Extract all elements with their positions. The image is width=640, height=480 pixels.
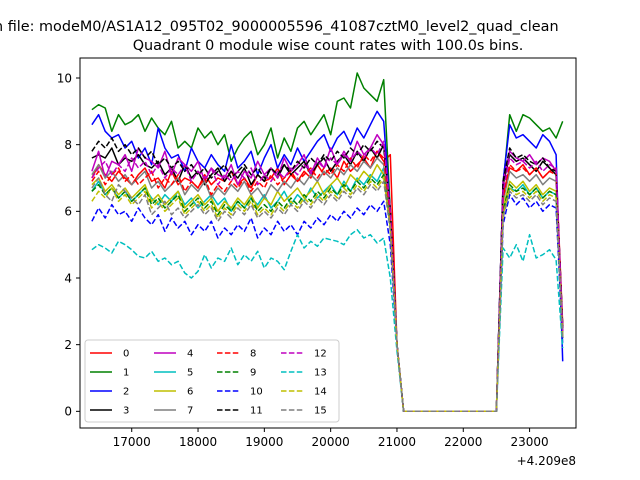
legend-label-7: 7 xyxy=(187,406,193,417)
series-line-14 xyxy=(91,177,564,413)
chart-title: Quadrant 0 module wise count rates with … xyxy=(133,38,524,54)
figure-suptitle: n file: modeM0/AS1A12_095T02_9000005596_… xyxy=(0,19,559,35)
legend-label-4: 4 xyxy=(187,349,193,360)
legend-label-1: 1 xyxy=(123,368,129,379)
legend-label-14: 14 xyxy=(314,387,327,398)
legend-label-12: 12 xyxy=(314,349,327,360)
x-tick-label: 22000 xyxy=(444,435,482,449)
x-axis: 17000 18000 19000 20000 21000 22000 23000 xyxy=(113,428,549,449)
y-tick-label: 8 xyxy=(64,138,72,152)
y-tick-label: 4 xyxy=(64,271,72,285)
x-axis-offset-label: +4.209e8 xyxy=(517,454,576,468)
plot-frame xyxy=(79,57,577,429)
y-tick-label: 10 xyxy=(57,71,72,85)
legend-label-11: 11 xyxy=(250,406,263,417)
legend-label-0: 0 xyxy=(123,349,129,360)
legend-label-3: 3 xyxy=(123,406,129,417)
legend-label-5: 5 xyxy=(187,368,193,379)
x-tick-label: 20000 xyxy=(312,435,350,449)
plot-series xyxy=(91,72,564,413)
legend-label-2: 2 xyxy=(123,387,129,398)
legend-label-6: 6 xyxy=(187,387,193,398)
y-axis: 0 2 4 6 8 10 xyxy=(57,71,80,419)
y-tick-label: 2 xyxy=(64,338,72,352)
series-line-9 xyxy=(91,173,564,413)
legend-label-13: 13 xyxy=(314,368,327,379)
x-tick-label: 17000 xyxy=(113,435,151,449)
legend-label-10: 10 xyxy=(250,387,263,398)
y-tick-label: 6 xyxy=(64,205,72,219)
legend-label-9: 9 xyxy=(250,368,256,379)
x-tick-label: 21000 xyxy=(378,435,416,449)
legend-label-15: 15 xyxy=(314,406,327,417)
x-tick-label: 18000 xyxy=(179,435,217,449)
x-tick-label: 23000 xyxy=(510,435,548,449)
x-tick-label: 19000 xyxy=(245,435,283,449)
series-line-15 xyxy=(91,177,564,413)
y-tick-label: 0 xyxy=(64,405,72,419)
legend-label-8: 8 xyxy=(250,349,256,360)
legend-frame xyxy=(84,339,340,423)
